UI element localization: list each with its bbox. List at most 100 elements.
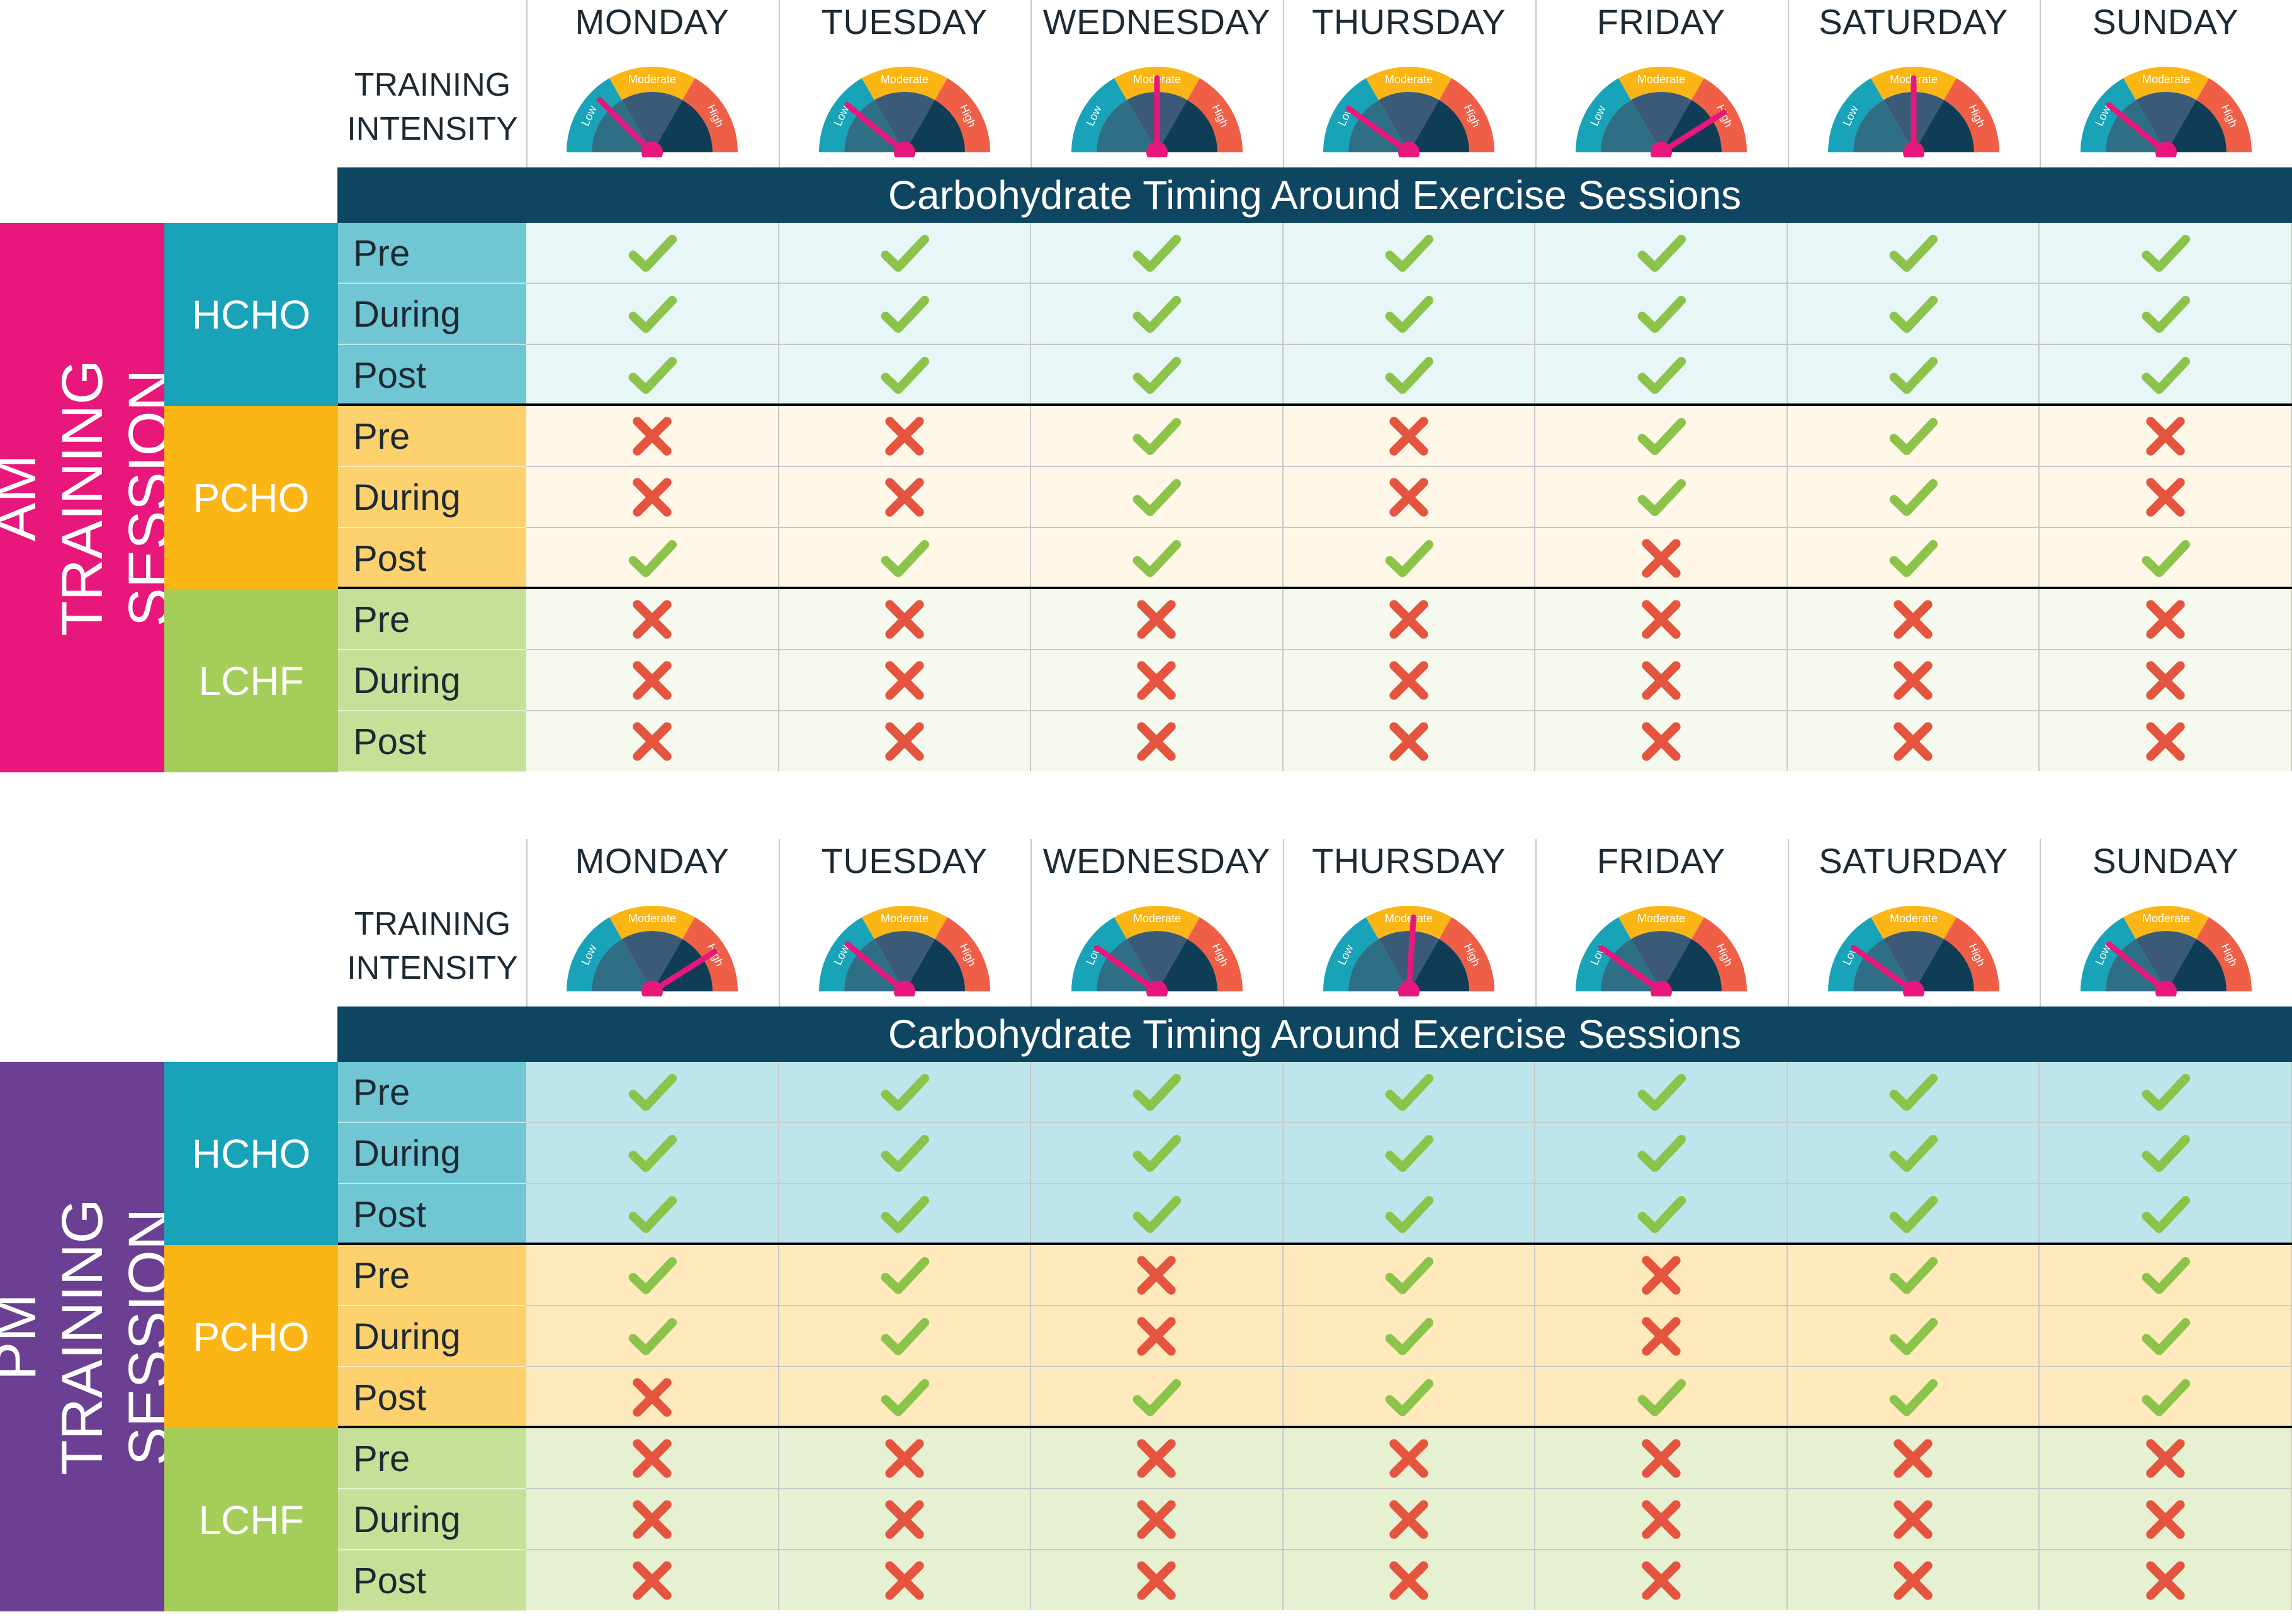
training-intensity-label: TRAINING INTENSITY [347, 906, 518, 986]
gauge-high-segment [1439, 917, 1495, 991]
grid-cell [778, 223, 1032, 284]
check-icon [628, 1073, 677, 1111]
check-icon [1385, 1379, 1434, 1416]
day-column-divider [526, 0, 528, 167]
check-icon [1889, 234, 1938, 272]
grid-cell [1030, 1183, 1284, 1244]
svg-text:Moderate: Moderate [1385, 73, 1433, 86]
grid-cell [1535, 466, 1788, 528]
grid-cell [778, 1428, 1032, 1489]
cross-icon [1137, 1560, 1177, 1600]
day-header: THURSDAY [1312, 841, 1506, 881]
gauge-low-segment [1323, 917, 1379, 991]
day-header: FRIDAY [1596, 841, 1725, 881]
check-icon [1385, 1073, 1434, 1111]
svg-text:Moderate: Moderate [881, 73, 929, 86]
grid-cell [778, 711, 1032, 771]
check-icon [2142, 1379, 2190, 1416]
gauge-moderate-segment [1618, 906, 1705, 939]
grid-cell [2039, 1245, 2292, 1306]
day-header: SUNDAY [2092, 2, 2239, 42]
grid-row [526, 466, 2292, 528]
grid-row [526, 527, 2292, 588]
gauge-moderate-segment [862, 906, 948, 939]
grid-cell [778, 1305, 1032, 1367]
day-header: WEDNESDAY [1042, 841, 1271, 881]
cross-icon [2146, 599, 2185, 639]
grid-cell [1030, 1305, 1284, 1367]
grid-cell [2039, 283, 2292, 345]
cross-icon [1137, 599, 1177, 639]
grid-cell [1535, 1122, 1788, 1184]
check-icon [1889, 1256, 1938, 1294]
check-icon [2142, 1195, 2190, 1233]
day-column-divider [1030, 839, 1032, 1007]
cross-icon [2146, 1560, 2185, 1600]
gauge-low-segment [819, 78, 875, 152]
grid-cell [1282, 1367, 1536, 1427]
grid-cell [778, 1367, 1032, 1427]
gauge-needle [649, 949, 718, 995]
grid-cell [1787, 466, 2040, 528]
gauge-high-segment [1691, 917, 1747, 991]
check-icon [2142, 356, 2190, 394]
phase-label: Post [338, 345, 526, 406]
cross-icon [1389, 660, 1428, 700]
gauge-moderate-segment [1618, 67, 1705, 100]
grid-row [526, 650, 2292, 711]
training-intensity-label: TRAINING INTENSITY [347, 67, 518, 147]
group-label: PCHO [164, 406, 338, 589]
grid-row [526, 589, 2292, 650]
check-icon [628, 1256, 677, 1294]
cross-icon [633, 416, 672, 456]
gauge-low-segment [819, 917, 875, 991]
grid-cell [1282, 1489, 1536, 1550]
pm-session-label: PM TRAINING SESSION [0, 1062, 181, 1611]
gauge-needle [1093, 945, 1160, 995]
check-icon [1637, 1134, 1686, 1172]
grid-cell [1282, 344, 1536, 405]
grid-cell [526, 527, 779, 588]
grid-cell [1787, 650, 2040, 711]
day-column-divider [778, 0, 780, 167]
check-icon [1385, 539, 1434, 577]
check-icon [1385, 356, 1434, 394]
gauge-moderate-segment [1870, 906, 1956, 939]
gauge-high-segment [682, 78, 738, 152]
check-icon [1889, 417, 1938, 455]
grid-cell [1535, 1245, 1788, 1306]
am-session-label: AM TRAINING SESSION [0, 223, 181, 772]
check-icon [1385, 1256, 1434, 1294]
gauge-needle [1406, 914, 1417, 995]
gauge-low-segment [567, 78, 623, 152]
check-icon [1133, 1195, 1182, 1233]
svg-text:Moderate: Moderate [2142, 73, 2190, 86]
grid-cell [1535, 1367, 1788, 1427]
grid-cell [1030, 1550, 1284, 1610]
svg-text:Moderate: Moderate [2142, 912, 2190, 925]
cross-icon [2146, 416, 2185, 456]
phase-label: Pre [338, 1428, 526, 1489]
cross-icon [1894, 660, 1933, 700]
svg-text:Moderate: Moderate [1133, 912, 1181, 925]
check-icon [2142, 295, 2190, 333]
grid-cell [778, 344, 1032, 405]
day-column-divider [1283, 839, 1285, 1007]
check-icon [1889, 478, 1938, 516]
check-icon [881, 1134, 929, 1172]
grid-cell [1030, 344, 1284, 405]
